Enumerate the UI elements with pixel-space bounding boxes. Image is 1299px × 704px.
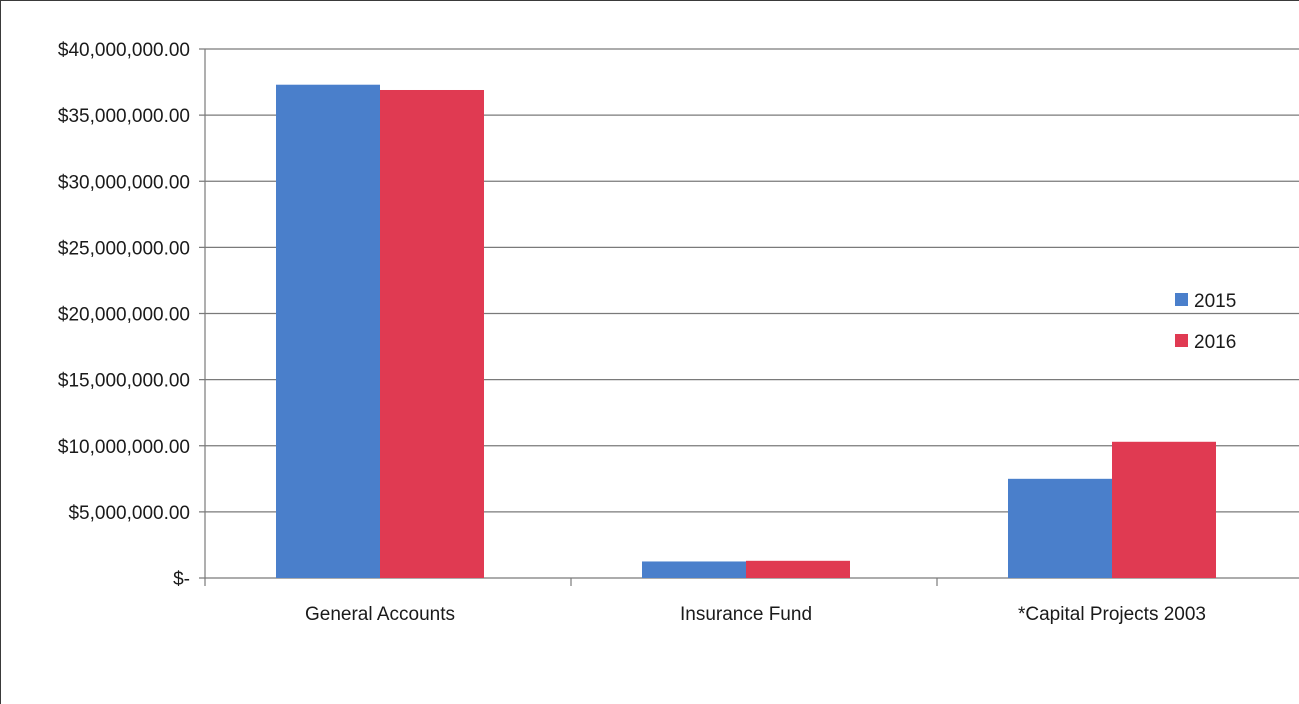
bar-series bbox=[276, 84, 1216, 579]
y-tick-label: $20,000,000.00 bbox=[58, 305, 190, 326]
bar-2016-insurance-fund bbox=[746, 560, 850, 578]
y-tick-label: $- bbox=[173, 569, 190, 590]
bar-2016--capital-projects-2003 bbox=[1112, 441, 1216, 578]
y-tick-label: $25,000,000.00 bbox=[58, 238, 190, 259]
x-category-label: General Accounts bbox=[305, 604, 455, 625]
x-category-label: Insurance Fund bbox=[680, 604, 812, 625]
legend-swatch-2016 bbox=[1175, 334, 1188, 347]
legend-label-2015: 2015 bbox=[1194, 291, 1236, 312]
bar-2015--capital-projects-2003 bbox=[1008, 478, 1112, 578]
bar-2015-general-accounts bbox=[276, 84, 380, 579]
y-tick-label: $30,000,000.00 bbox=[58, 172, 190, 193]
y-tick-label: $10,000,000.00 bbox=[58, 437, 190, 458]
bar-2015-insurance-fund bbox=[642, 561, 746, 578]
y-tick-label: $40,000,000.00 bbox=[58, 40, 190, 61]
y-tick-label: $5,000,000.00 bbox=[68, 503, 190, 524]
y-tick-label: $15,000,000.00 bbox=[58, 371, 190, 392]
y-tick-label: $35,000,000.00 bbox=[58, 106, 190, 127]
legend-label-2016: 2016 bbox=[1194, 332, 1236, 353]
legend: 2015 2016 bbox=[1175, 291, 1236, 353]
x-axis-category-labels: General Accounts Insurance Fund *Capital P… bbox=[305, 604, 1206, 625]
y-axis-tick-labels: $- $5,000,000.00 $10,000,000.00 $15,000,000… bbox=[58, 40, 190, 590]
axes bbox=[204, 49, 938, 586]
legend-swatch-2015 bbox=[1175, 293, 1188, 306]
x-category-label: *Capital Projects 2003 bbox=[1018, 604, 1206, 625]
bar-2016-general-accounts bbox=[380, 89, 484, 578]
